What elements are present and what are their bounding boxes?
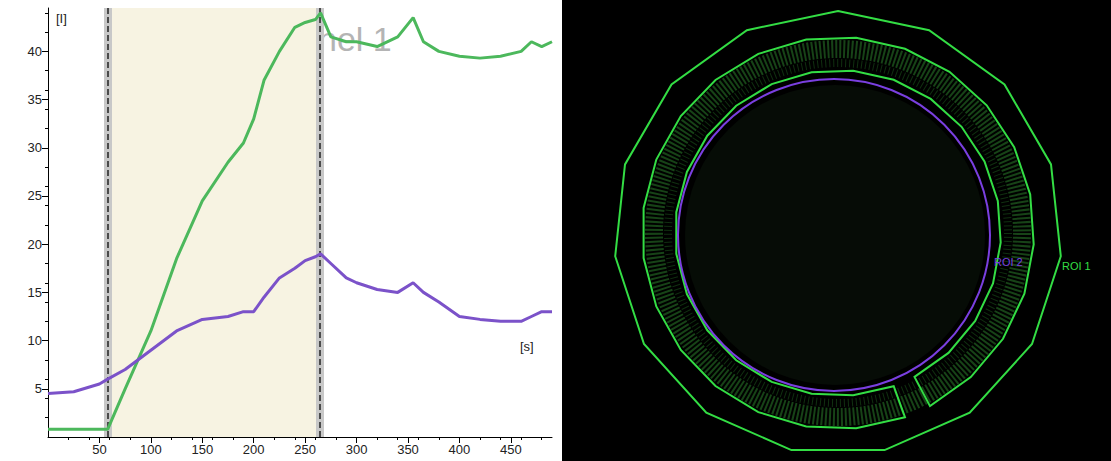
svg-text:ROI 2: ROI 2 <box>994 256 1023 268</box>
svg-text:[s]: [s] <box>520 339 534 354</box>
svg-text:30: 30 <box>28 140 42 155</box>
svg-text:10: 10 <box>28 333 42 348</box>
svg-text:40: 40 <box>28 44 42 59</box>
svg-text:[I]: [I] <box>56 11 67 26</box>
svg-text:400: 400 <box>449 442 471 457</box>
svg-text:20: 20 <box>28 237 42 252</box>
svg-text:350: 350 <box>397 442 419 457</box>
svg-text:35: 35 <box>28 92 42 107</box>
svg-text:25: 25 <box>28 188 42 203</box>
svg-text:ROI 1: ROI 1 <box>1062 260 1091 272</box>
svg-text:5: 5 <box>35 381 42 396</box>
svg-text:100: 100 <box>140 442 162 457</box>
svg-text:15: 15 <box>28 285 42 300</box>
svg-text:200: 200 <box>243 442 265 457</box>
svg-text:450: 450 <box>500 442 522 457</box>
svg-text:nel 1: nel 1 <box>318 20 392 58</box>
svg-text:50: 50 <box>92 442 106 457</box>
svg-text:250: 250 <box>294 442 316 457</box>
svg-text:150: 150 <box>191 442 213 457</box>
svg-text:300: 300 <box>346 442 368 457</box>
